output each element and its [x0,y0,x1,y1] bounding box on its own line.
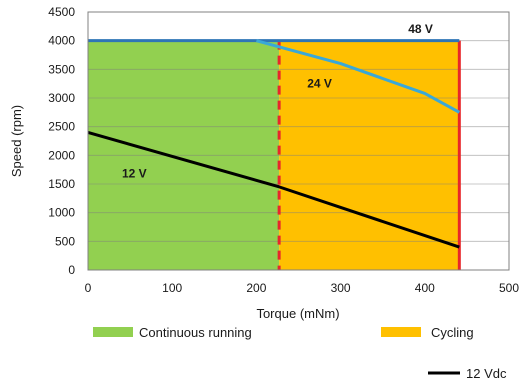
label-24-v: 24 V [307,77,332,91]
x-tick-400: 400 [415,281,435,295]
series-12-v [87,130,460,249]
legend-continuous-label: Continuous running [139,325,252,340]
legend-continuous-swatch [93,327,133,337]
y-tick-4500: 4500 [48,5,75,19]
torque-limit-lines [277,40,461,270]
y-tick-labels: 0 500 1000 1500 2000 2500 3000 3500 4000 4500 [48,5,75,277]
series-labels: 48 V 24 V 12 V [122,22,433,180]
x-tick-500: 500 [499,281,519,295]
x-tick-100: 100 [162,281,182,295]
x-tick-300: 300 [331,281,351,295]
y-tick-4000: 4000 [48,34,75,48]
y-axis-title: Speed (rpm) [9,105,24,177]
x-tick-0: 0 [85,281,92,295]
y-tick-3000: 3000 [48,91,75,105]
y-tick-2500: 2500 [48,120,75,134]
y-tick-500: 500 [55,234,75,248]
plot-axes [87,11,510,271]
legend-cycling-swatch [381,327,421,337]
y-tick-1000: 1000 [48,206,75,220]
y-tick-2000: 2000 [48,148,75,162]
voltage-curves [87,39,461,249]
label-48-v: 48 V [408,22,433,36]
x-tick-labels: 0 100 200 300 400 500 [85,281,520,295]
y-tick-3500: 3500 [48,62,75,76]
x-tick-200: 200 [246,281,266,295]
label-12-v: 12 V [122,167,147,181]
x-axis-title: Torque (mNm) [256,306,339,321]
legend: Continuous running Cycling 12 Vdc [93,325,507,381]
legend-12vdc-label: 12 Vdc [466,366,507,381]
series-24-v [256,39,461,114]
y-tick-1500: 1500 [48,177,75,191]
y-tick-0: 0 [68,263,75,277]
legend-cycling-label: Cycling [431,325,474,340]
